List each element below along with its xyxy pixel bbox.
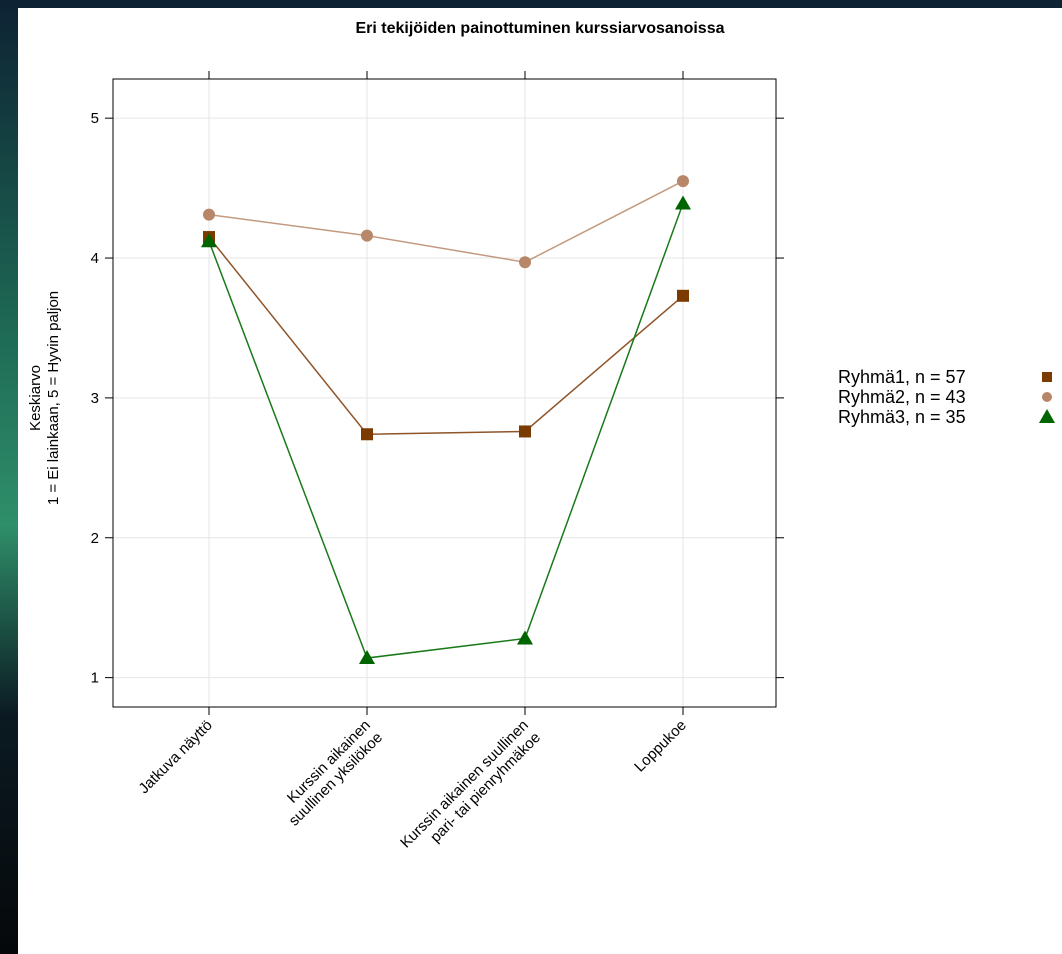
legend-marker (1042, 372, 1052, 382)
legend-label: Ryhmä3, n = 35 (838, 407, 966, 427)
marker (361, 428, 373, 441)
marker (517, 630, 533, 645)
plot-frame (112, 78, 777, 708)
y-tick-label: 5 (91, 110, 99, 127)
marker (361, 229, 373, 242)
marker (677, 289, 689, 302)
legend-marker (1042, 392, 1052, 402)
legend-label: Ryhmä2, n = 43 (838, 387, 966, 407)
marker (359, 650, 375, 665)
series-line (208, 236, 684, 436)
y-tick-label: 3 (91, 390, 99, 407)
chart-title: Eri tekijöiden painottuminen kurssiarvos… (356, 20, 725, 37)
y-axis-title: Keskiarvo (27, 365, 44, 431)
y-tick-label: 4 (91, 250, 99, 267)
legend-marker (1039, 409, 1055, 423)
marker (519, 425, 531, 438)
y-axis-title: 1 = Ei lainkaan, 5 = Hyvin paljon (45, 291, 62, 505)
y-tick-label: 2 (91, 530, 99, 547)
marker (675, 195, 691, 210)
series-line (208, 203, 684, 659)
marker (203, 208, 215, 221)
legend-label: Ryhmä1, n = 57 (838, 367, 966, 387)
chart-background (18, 8, 1062, 954)
series-line (208, 180, 684, 264)
marker (677, 175, 689, 188)
marker (201, 233, 217, 248)
marker (519, 256, 531, 269)
y-tick-label: 1 (91, 670, 99, 687)
